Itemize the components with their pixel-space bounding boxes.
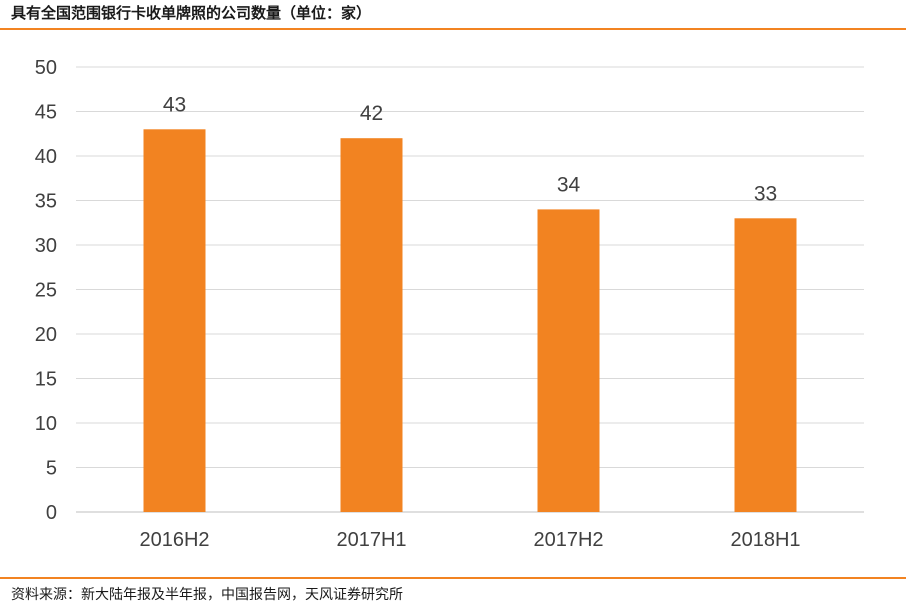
chart-title: 具有全国范围银行卡收单牌照的公司数量（单位：家） [11, 4, 372, 22]
bar-2017H1 [340, 138, 403, 512]
bar-2016H2 [143, 129, 206, 513]
y-axis-ticks: 0 5 10 15 20 25 30 35 40 45 50 [35, 57, 57, 524]
data-label-2017H1: 42 [360, 102, 383, 125]
source-note: 资料来源：新大陆年报及半年报，中国报告网，天风证券研究所 [11, 587, 403, 603]
bar-2018H1 [734, 218, 797, 513]
title-rule [0, 28, 906, 30]
y-tick-label: 0 [46, 502, 57, 524]
gridlines [76, 66, 864, 513]
y-tick-label: 50 [35, 57, 57, 79]
data-label-2017H2: 34 [557, 173, 581, 196]
data-label-2016H2: 43 [163, 93, 186, 116]
x-tick-label-2018H1: 2018H1 [730, 529, 800, 551]
y-tick-label: 25 [35, 280, 57, 302]
y-tick-label: 45 [35, 102, 57, 124]
y-tick-label: 35 [35, 191, 57, 213]
data-label-2018H1: 33 [754, 182, 777, 205]
data-labels: 43 42 34 33 [163, 93, 777, 205]
bar-2017H2 [537, 209, 600, 512]
x-tick-label-2017H2: 2017H2 [533, 529, 603, 551]
y-tick-label: 5 [46, 458, 57, 480]
y-tick-label: 15 [35, 369, 57, 391]
y-tick-label: 10 [35, 413, 57, 435]
y-tick-label: 30 [35, 235, 57, 257]
x-tick-label-2017H1: 2017H1 [336, 529, 406, 551]
x-axis-ticks: 2016H2 2017H1 2017H2 2018H1 [139, 529, 800, 551]
bar-chart: 0 5 10 15 20 25 30 35 40 45 50 43 42 34 33 2016H2 2017… [35, 57, 864, 551]
y-tick-label: 20 [35, 324, 57, 346]
y-tick-label: 40 [35, 146, 57, 168]
footer-rule [0, 577, 906, 579]
x-tick-label-2016H2: 2016H2 [139, 529, 209, 551]
bars [143, 129, 797, 513]
